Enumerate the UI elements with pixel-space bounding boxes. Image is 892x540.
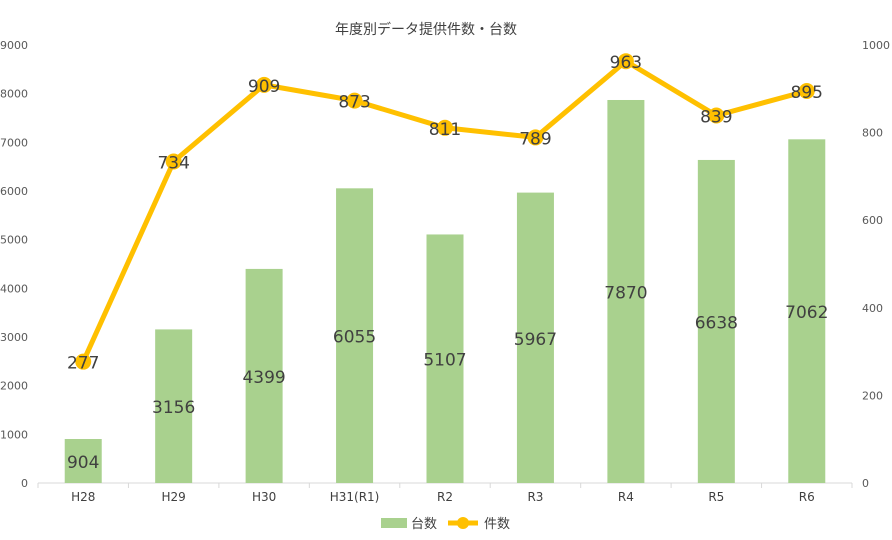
bar [788,139,826,484]
line-data-label: 734 [157,154,189,174]
bar [697,159,735,483]
y-right-tick-label: 400 [862,302,883,315]
line-data-label: 789 [519,129,551,149]
line-point [437,119,453,136]
line-data-label: 963 [610,53,642,73]
line-point [165,153,182,170]
y-left-tick-label: 0 [21,477,28,490]
bar [426,234,464,483]
legend: 台数 件数 [381,517,510,532]
line-data-label: 909 [248,77,280,97]
line-data-label: 277 [67,354,99,374]
bar [607,99,645,483]
x-category-label: H30 [252,490,276,504]
bar-data-label: 6055 [333,328,376,348]
line-point [346,92,363,109]
bar [155,329,193,483]
line-data-label: 811 [429,120,461,140]
bar [64,439,102,483]
line-point [75,353,92,370]
bar-data-label: 5107 [423,351,466,371]
line-point [617,53,634,70]
x-category-label: R5 [708,490,724,504]
line-point [527,129,544,146]
x-category-label: R6 [799,490,815,504]
y-right-tick-label: 1000 [862,39,890,52]
legend-bar-swatch [381,518,407,528]
bars [64,99,826,484]
bar-data-label: 5967 [514,330,557,350]
y-right-tick-label: 200 [862,389,883,402]
bar-data-label: 904 [67,453,99,473]
x-category-label: H29 [162,490,186,504]
x-category-label: R4 [618,490,634,504]
line-data-label: 839 [700,108,732,128]
bar-labels: 904 3156 4399 6055 5107 5967 7870 6638 7062 [67,283,828,473]
y-left-tick-label: 6000 [0,185,28,198]
y-left-tick-label: 5000 [0,234,28,247]
bar-data-label: 6638 [695,313,738,333]
x-category-label: R3 [527,490,543,504]
y-left-tick-label: 8000 [0,88,28,101]
bar [336,188,374,483]
line-labels: 277 734 909 873 811 789 963 839 895 [67,53,823,373]
x-category-label: H28 [71,490,95,504]
line-series [75,53,815,370]
y-right-tick-label: 800 [862,127,883,140]
bar [245,268,283,483]
line-data-label: 873 [338,93,370,113]
bar-data-label: 7870 [604,283,647,303]
bar-data-label: 3156 [152,398,195,418]
axes: 0 1000 2000 3000 4000 5000 6000 7000 8000 9000 0 20… [0,39,890,504]
chart-title: 年度別データ提供件数・台数 [335,21,517,38]
line-data-label: 895 [791,83,823,103]
y-left-tick-label: 2000 [0,380,28,393]
legend-bar-label: 台数 [411,517,437,532]
line-point [798,82,815,99]
y-left-tick-label: 7000 [0,136,28,149]
line-point [708,107,725,124]
legend-line-marker [457,517,469,529]
x-category-label: R2 [437,490,453,504]
y-left-tick-label: 4000 [0,282,28,295]
bar [516,192,554,483]
y-right-tick-label: 600 [862,214,883,227]
bar-data-label: 7062 [785,303,828,323]
y-left-tick-label: 9000 [0,39,28,52]
y-left-tick-label: 1000 [0,428,28,441]
bar-data-label: 4399 [242,368,285,388]
y-left-tick-label: 3000 [0,331,28,344]
legend-line-label: 件数 [484,517,510,532]
line-point [256,76,273,93]
x-category-label: H31(R1) [330,490,380,504]
y-right-tick-label: 0 [862,477,869,490]
